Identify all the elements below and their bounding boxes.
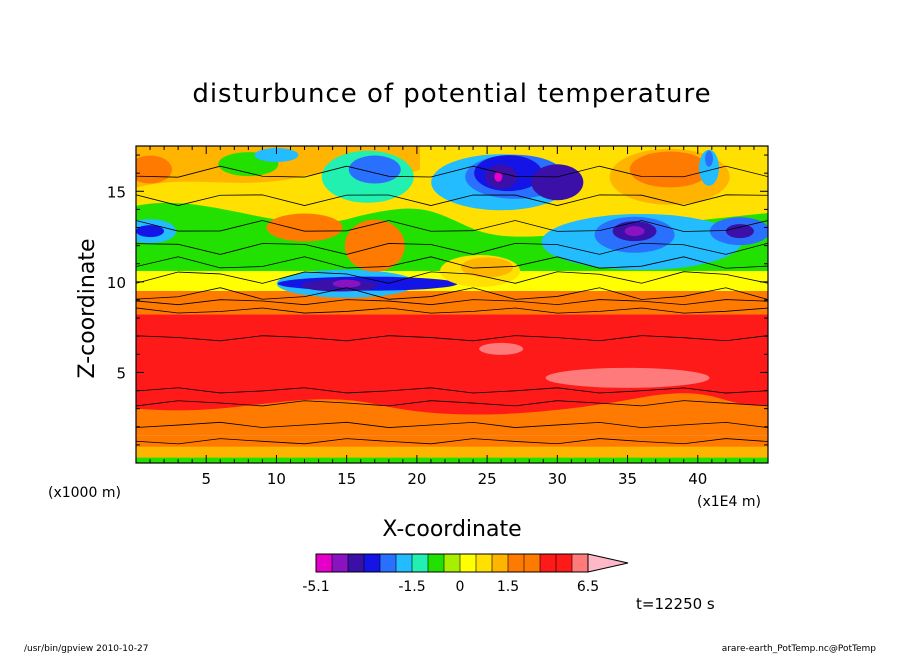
y-unit-label: (x1000 m): [48, 485, 121, 501]
field-feature: [332, 279, 361, 288]
contour-line: [136, 421, 768, 429]
layer-upper-troposphere: [136, 290, 768, 315]
colorbar-tick-label: -1.5: [398, 579, 425, 595]
field-feature: [136, 225, 165, 238]
colorbar-segment: [460, 554, 477, 572]
field-feature: [531, 164, 584, 201]
field-feature: [699, 149, 720, 186]
x-tick-label: 30: [548, 470, 567, 488]
footer-left: /usr/bin/gpview 2010-10-27: [24, 644, 148, 654]
colorbar-segment: [364, 554, 381, 572]
colorbar-segment: [524, 554, 541, 572]
colorbar-arrow: [587, 553, 629, 573]
colorbar-segment: [332, 554, 349, 572]
field-feature: [624, 226, 645, 237]
colorbar-tick-label: 1.5: [497, 579, 519, 595]
field-feature: [136, 314, 768, 327]
colorbar-tick-label: 0: [456, 579, 465, 595]
contour-line: [136, 165, 768, 178]
field-feature: [136, 155, 173, 184]
field-feature: [344, 219, 405, 272]
colorbar-segment: [380, 554, 397, 572]
colorbar-segment: [444, 554, 461, 572]
field-feature: [725, 224, 754, 239]
footer-right: arare-earth_PotTemp.nc@PotTemp: [722, 644, 877, 654]
field-feature: [545, 367, 710, 388]
x-axis-label: X-coordinate: [382, 517, 521, 542]
x-tick-label: 10: [267, 470, 286, 488]
contour-line: [136, 387, 768, 394]
y-tick-label: 5: [116, 364, 126, 382]
contour-line: [136, 256, 768, 269]
colorbar-segment: [316, 554, 333, 572]
colorbar-segment: [348, 554, 365, 572]
colorbar-frame: [315, 553, 589, 573]
x-unit-label: (x1E4 m): [697, 494, 761, 510]
field-feature: [348, 155, 401, 184]
field-feature: [705, 150, 714, 167]
y-tick-label: 10: [107, 274, 126, 292]
contour-line: [136, 220, 768, 232]
x-tick-label: 5: [201, 470, 211, 488]
x-tick-label: 35: [618, 470, 637, 488]
field-feature: [136, 446, 768, 458]
colorbar-segment: [572, 554, 589, 572]
x-tick-label: 25: [478, 470, 497, 488]
colorbar-tick-label: -5.1: [302, 579, 329, 595]
x-tick-label: 20: [407, 470, 426, 488]
y-tick-label: 15: [107, 183, 126, 201]
field-feature: [254, 148, 299, 163]
chart-title: disturbunce of potential temperature: [192, 79, 711, 109]
contour-line: [136, 287, 768, 300]
y-axis-label: Z-coordinate: [75, 239, 100, 379]
field-feature: [266, 213, 343, 242]
colorbar-segment: [428, 554, 445, 572]
field-layers: [136, 146, 768, 463]
colorbar-segment: [492, 554, 509, 572]
colorbar-segment: [476, 554, 493, 572]
x-tick-label: 15: [337, 470, 356, 488]
field-feature: [479, 342, 524, 355]
contour-line: [136, 438, 768, 445]
colorbar-segment: [396, 554, 413, 572]
colorbar: [315, 553, 629, 573]
contour-line: [136, 307, 768, 314]
colorbar-segment: [556, 554, 573, 572]
contour-line: [136, 242, 768, 255]
plot-frame: [135, 145, 769, 464]
contour-line: [136, 335, 768, 342]
colorbar-tick-label: 6.5: [577, 579, 599, 595]
colorbar-segment: [540, 554, 557, 572]
contour-line: [136, 400, 768, 407]
field-feature: [136, 457, 768, 463]
colorbar-segment: [412, 554, 429, 572]
field-feature: [494, 171, 503, 182]
contour-line: [136, 194, 768, 206]
field-feature: [629, 151, 710, 188]
contour-line: [136, 271, 768, 284]
colorbar-segment: [508, 554, 525, 572]
time-label: t=12250 s: [636, 595, 715, 613]
contour-line: [136, 299, 768, 306]
x-tick-label: 40: [688, 470, 707, 488]
field-feature: [136, 390, 768, 415]
